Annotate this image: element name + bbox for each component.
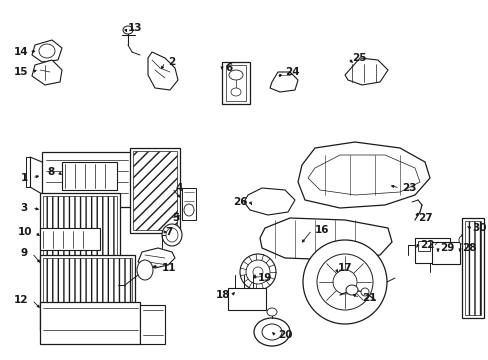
- Bar: [43, 196, 117, 260]
- Ellipse shape: [162, 224, 182, 246]
- Text: 3: 3: [20, 203, 28, 213]
- Bar: [431, 242, 459, 264]
- Bar: [133, 151, 177, 230]
- Ellipse shape: [360, 288, 368, 296]
- Text: 21: 21: [361, 293, 376, 303]
- Ellipse shape: [240, 254, 275, 290]
- Ellipse shape: [303, 240, 386, 324]
- Bar: [62, 162, 117, 190]
- Ellipse shape: [346, 285, 357, 295]
- Text: 18: 18: [215, 290, 229, 300]
- Polygon shape: [32, 60, 62, 85]
- Text: 14: 14: [13, 47, 28, 57]
- Bar: [182, 188, 196, 220]
- Bar: [40, 228, 100, 250]
- Text: 17: 17: [337, 263, 352, 273]
- Polygon shape: [148, 52, 178, 90]
- Text: 9: 9: [21, 248, 28, 258]
- Bar: [40, 302, 140, 344]
- Ellipse shape: [262, 324, 282, 340]
- Polygon shape: [307, 155, 419, 195]
- Polygon shape: [269, 72, 297, 92]
- Ellipse shape: [316, 254, 372, 310]
- Bar: [40, 193, 120, 263]
- Text: 30: 30: [471, 223, 486, 233]
- Text: 16: 16: [314, 225, 329, 235]
- Text: 12: 12: [14, 295, 28, 305]
- Bar: [414, 238, 449, 263]
- Text: 27: 27: [417, 213, 432, 223]
- Ellipse shape: [252, 267, 263, 277]
- Bar: [40, 255, 135, 330]
- Text: 19: 19: [258, 273, 272, 283]
- Bar: [461, 218, 483, 318]
- Text: 25: 25: [351, 53, 366, 63]
- Bar: [227, 288, 265, 310]
- Text: 28: 28: [461, 243, 475, 253]
- Ellipse shape: [228, 70, 243, 80]
- Text: 23: 23: [401, 183, 416, 193]
- Text: 2: 2: [168, 57, 175, 67]
- Bar: [42, 152, 132, 207]
- Bar: [130, 148, 180, 233]
- Bar: [43, 258, 132, 327]
- Ellipse shape: [266, 308, 276, 316]
- Ellipse shape: [253, 318, 289, 346]
- Text: 22: 22: [419, 240, 434, 250]
- Text: 13: 13: [128, 23, 142, 33]
- Text: 15: 15: [14, 67, 28, 77]
- Ellipse shape: [123, 26, 133, 34]
- Text: 6: 6: [224, 63, 232, 73]
- Text: 26: 26: [233, 197, 247, 207]
- Ellipse shape: [458, 236, 464, 244]
- Text: 7: 7: [164, 227, 172, 237]
- Polygon shape: [297, 142, 429, 208]
- Bar: [140, 305, 164, 344]
- Ellipse shape: [39, 44, 55, 58]
- Text: 11: 11: [162, 263, 176, 273]
- Text: 4: 4: [175, 183, 182, 193]
- Text: 1: 1: [20, 173, 28, 183]
- Polygon shape: [345, 58, 387, 85]
- Text: 8: 8: [48, 167, 55, 177]
- Text: 10: 10: [18, 227, 32, 237]
- Text: 24: 24: [285, 67, 299, 77]
- Ellipse shape: [332, 270, 356, 294]
- Polygon shape: [32, 40, 62, 62]
- Ellipse shape: [183, 204, 194, 216]
- Ellipse shape: [137, 260, 153, 280]
- Ellipse shape: [245, 260, 269, 284]
- Polygon shape: [260, 218, 391, 260]
- Polygon shape: [138, 248, 175, 268]
- Ellipse shape: [230, 88, 241, 96]
- Text: 29: 29: [439, 243, 453, 253]
- Bar: [464, 221, 480, 315]
- Text: 5: 5: [172, 213, 179, 223]
- Ellipse shape: [165, 228, 178, 242]
- Bar: [222, 62, 249, 104]
- Polygon shape: [244, 188, 294, 215]
- Text: 20: 20: [278, 330, 292, 340]
- Bar: [417, 241, 429, 251]
- Bar: [225, 65, 245, 101]
